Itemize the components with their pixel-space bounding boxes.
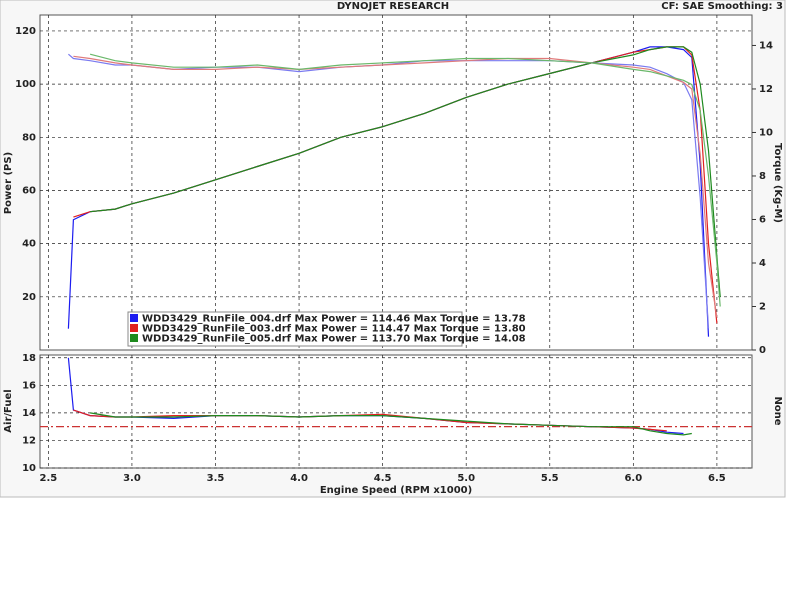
y-tick-label: 12 — [22, 435, 36, 446]
chart-title: DYNOJET RESEARCH — [337, 1, 449, 12]
legend-label: WDD3429_RunFile_005.drf Max Power = 113.… — [142, 334, 526, 345]
x-axis-label: Engine Speed (RPM x1000) — [320, 485, 472, 496]
series-line — [73, 55, 718, 318]
x-tick-label: 3.5 — [207, 473, 225, 484]
x-tick-label: 4.5 — [374, 473, 392, 484]
x-tick-label: 5.0 — [457, 473, 475, 484]
x-tick-label: 6.0 — [624, 473, 642, 484]
y2-tick-label: 2 — [759, 301, 766, 312]
x-tick-label: 6.5 — [708, 473, 726, 484]
y2-tick-label: 10 — [759, 127, 773, 138]
y-tick-label: 80 — [22, 132, 36, 143]
y-axis-label: Air/Fuel — [3, 389, 14, 432]
series-line — [89, 53, 721, 307]
y2-tick-label: 14 — [759, 40, 773, 51]
series-line — [90, 412, 692, 436]
y2-tick-label: 12 — [759, 84, 773, 95]
plot-area — [39, 14, 753, 351]
legend-swatch — [130, 324, 138, 332]
y2-axis-label: None — [772, 396, 783, 425]
x-tick-label: 2.5 — [39, 473, 57, 484]
y2-tick-label: 6 — [759, 214, 766, 225]
chart-subtitle: CF: SAE Smoothing: 3 — [661, 1, 783, 12]
y2-axis-label: Torque (Kg-M) — [772, 143, 783, 223]
y-tick-label: 100 — [15, 79, 36, 90]
y2-tick-label: 0 — [759, 345, 766, 356]
legend-label: WDD3429_RunFile_003.drf Max Power = 114.… — [142, 324, 526, 335]
legend-label: WDD3429_RunFile_004.drf Max Power = 114.… — [142, 314, 526, 325]
x-tick-label: 3.0 — [123, 473, 141, 484]
y-tick-label: 14 — [22, 408, 36, 419]
y-tick-label: 20 — [22, 292, 36, 303]
legend-box — [127, 311, 463, 347]
y2-tick-label: 4 — [759, 258, 766, 269]
y-axis-label: Power (PS) — [3, 152, 14, 214]
y-tick-label: 18 — [22, 353, 36, 364]
legend-swatch — [130, 314, 138, 322]
series-line — [90, 46, 721, 297]
y-tick-label: 60 — [22, 185, 36, 196]
y-tick-label: 120 — [15, 26, 36, 37]
x-tick-label: 4.0 — [290, 473, 308, 484]
y2-tick-label: 8 — [759, 171, 766, 182]
plot-area — [39, 354, 753, 469]
legend-swatch — [130, 334, 138, 342]
y-tick-label: 10 — [22, 463, 36, 474]
y-tick-label: 40 — [22, 239, 36, 250]
y-tick-label: 16 — [22, 380, 36, 391]
x-tick-label: 5.5 — [541, 473, 559, 484]
